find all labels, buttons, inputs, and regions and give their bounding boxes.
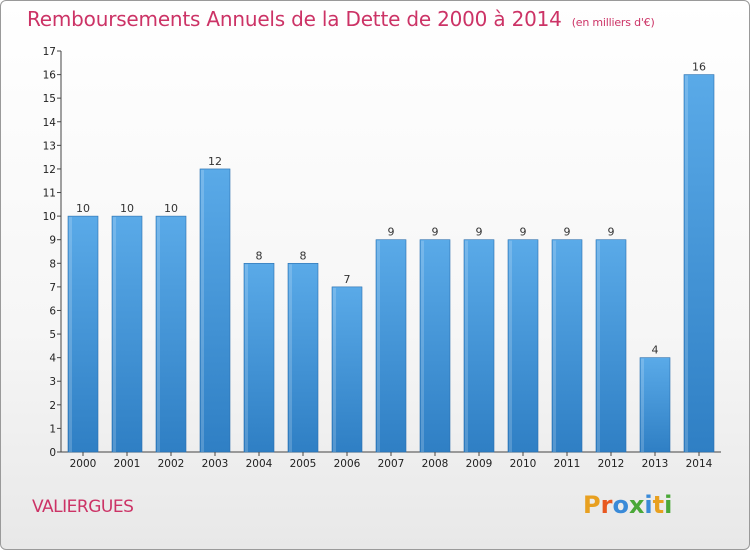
data-label: 9 bbox=[608, 226, 615, 239]
y-tick-label: 16 bbox=[43, 70, 57, 82]
y-tick-label: 14 bbox=[43, 117, 57, 129]
y-tick-label: 3 bbox=[49, 376, 56, 388]
y-tick-label: 4 bbox=[49, 353, 56, 365]
bar bbox=[331, 286, 363, 453]
data-label: 10 bbox=[164, 202, 178, 215]
bar-highlight bbox=[509, 240, 512, 452]
chart-subtitle: (en milliers d'€) bbox=[571, 16, 655, 29]
chart-title: Remboursements Annuels de la Dette de 20… bbox=[27, 7, 655, 31]
commune-name: VALIERGUES bbox=[32, 497, 134, 517]
x-tick-label: 2010 bbox=[510, 458, 537, 470]
x-tick-label: 2013 bbox=[642, 458, 669, 470]
bar bbox=[243, 262, 275, 453]
data-label: 16 bbox=[692, 61, 706, 74]
x-tick-label: 2012 bbox=[598, 458, 625, 470]
data-label: 9 bbox=[564, 226, 571, 239]
y-tick-label: 15 bbox=[43, 93, 56, 105]
proxiti-logo: Proxiti bbox=[583, 491, 672, 519]
data-label: 4 bbox=[652, 344, 659, 357]
x-tick-label: 2006 bbox=[334, 458, 361, 470]
x-tick-label: 2002 bbox=[158, 458, 185, 470]
y-tick-label: 2 bbox=[49, 400, 56, 412]
title-text: Remboursements Annuels de la Dette de 20… bbox=[27, 7, 562, 31]
bar bbox=[507, 239, 539, 453]
x-tick-label: 2003 bbox=[202, 458, 229, 470]
data-label: 8 bbox=[256, 249, 263, 262]
brand-letter: t bbox=[652, 491, 665, 519]
brand-letter: i bbox=[664, 491, 673, 519]
brand-letter: x bbox=[628, 491, 645, 519]
y-tick-label: 11 bbox=[43, 188, 56, 200]
y-tick-label: 1 bbox=[49, 423, 56, 435]
brand-letter: P bbox=[583, 491, 601, 519]
data-label: 9 bbox=[432, 226, 439, 239]
bar bbox=[419, 239, 451, 453]
bar-highlight bbox=[421, 240, 424, 452]
x-tick-label: 2004 bbox=[246, 458, 273, 470]
data-label: 8 bbox=[300, 249, 307, 262]
bar bbox=[287, 262, 319, 453]
bar-highlight bbox=[113, 217, 116, 452]
brand-letter: r bbox=[600, 491, 613, 519]
bar-highlight bbox=[465, 240, 468, 452]
data-label: 7 bbox=[344, 273, 351, 286]
bar-highlight bbox=[685, 75, 688, 453]
y-tick-label: 9 bbox=[49, 235, 56, 247]
y-tick-label: 12 bbox=[43, 164, 56, 176]
bar bbox=[199, 168, 231, 453]
y-tick-label: 17 bbox=[43, 46, 56, 58]
data-label: 9 bbox=[388, 226, 395, 239]
x-tick-label: 2000 bbox=[70, 458, 97, 470]
bar bbox=[155, 215, 187, 453]
x-tick-label: 2009 bbox=[466, 458, 493, 470]
bar-highlight bbox=[69, 217, 72, 452]
x-tick-label: 2001 bbox=[114, 458, 141, 470]
x-tick-label: 2011 bbox=[554, 458, 581, 470]
x-tick-label: 2014 bbox=[686, 458, 713, 470]
bar bbox=[551, 239, 583, 453]
bar-highlight bbox=[641, 358, 644, 452]
bar-highlight bbox=[333, 287, 336, 452]
data-label: 10 bbox=[76, 202, 90, 215]
bar-highlight bbox=[157, 217, 160, 452]
x-tick-label: 2007 bbox=[378, 458, 405, 470]
y-tick-label: 7 bbox=[49, 282, 56, 294]
bar bbox=[683, 74, 715, 453]
x-tick-label: 2008 bbox=[422, 458, 449, 470]
data-label: 12 bbox=[208, 155, 222, 168]
y-tick-label: 6 bbox=[49, 305, 56, 317]
bar bbox=[595, 239, 627, 453]
bar-highlight bbox=[377, 240, 380, 452]
y-tick-label: 10 bbox=[43, 211, 56, 223]
bar bbox=[639, 357, 671, 453]
y-tick-label: 0 bbox=[49, 447, 56, 459]
y-tick-label: 8 bbox=[49, 258, 56, 270]
y-tick-label: 5 bbox=[49, 329, 56, 341]
bar-highlight bbox=[201, 169, 204, 453]
bar bbox=[375, 239, 407, 453]
data-label: 9 bbox=[520, 226, 527, 239]
data-label: 10 bbox=[120, 202, 134, 215]
bar bbox=[463, 239, 495, 453]
bar-highlight bbox=[245, 264, 248, 452]
brand-letter: o bbox=[612, 491, 629, 519]
bar-highlight bbox=[289, 264, 292, 452]
bar bbox=[111, 215, 143, 453]
brand-letter: i bbox=[644, 491, 653, 519]
data-label: 9 bbox=[476, 226, 483, 239]
bar-highlight bbox=[597, 240, 600, 452]
bar-highlight bbox=[553, 240, 556, 452]
bar bbox=[67, 215, 99, 453]
x-tick-label: 2005 bbox=[290, 458, 317, 470]
y-tick-label: 13 bbox=[43, 140, 56, 152]
